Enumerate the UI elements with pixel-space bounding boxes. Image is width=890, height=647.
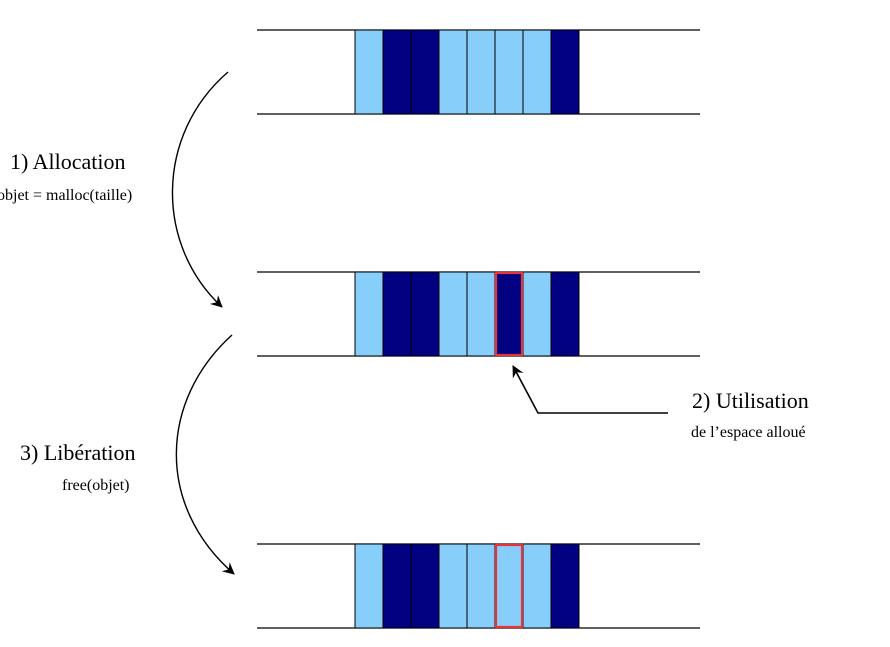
memory-cell-free bbox=[354, 29, 384, 115]
memory-cell-free bbox=[522, 271, 552, 357]
memory-cell-free bbox=[354, 271, 384, 357]
memory-cell-used bbox=[382, 271, 412, 357]
memory-cell-free bbox=[438, 271, 468, 357]
memory-cell-free bbox=[466, 271, 496, 357]
allocation-title: 1) Allocation bbox=[10, 149, 125, 174]
memory-cell-free bbox=[438, 543, 468, 629]
memory-cell-used bbox=[410, 29, 440, 115]
allocation-code: objet = malloc(taille) bbox=[0, 187, 132, 204]
allocation-arrow bbox=[171, 71, 229, 308]
allocated-cell-highlight bbox=[494, 543, 524, 629]
memory-cell-used bbox=[382, 29, 412, 115]
memory-cell-used bbox=[410, 271, 440, 357]
memory-cell-free bbox=[522, 29, 552, 115]
utilisation-detail: de l’espace alloué bbox=[691, 424, 806, 441]
memory-cell-used bbox=[382, 543, 412, 629]
memory-cell-free bbox=[438, 29, 468, 115]
memory-state-initial bbox=[257, 29, 700, 115]
utilisation-title: 2) Utilisation bbox=[692, 388, 809, 413]
memory-cell-free bbox=[466, 543, 496, 629]
memory-cell-used bbox=[550, 29, 580, 115]
memory-cell-free bbox=[494, 543, 524, 629]
memory-state-freed bbox=[257, 543, 700, 629]
utilisation-pointer-arrow bbox=[512, 365, 668, 414]
memory-state-allocated bbox=[257, 271, 700, 357]
allocated-cell-highlight bbox=[494, 271, 524, 357]
memory-cell-free bbox=[466, 29, 496, 115]
memory-cell-used bbox=[410, 543, 440, 629]
memory-cell-free bbox=[522, 543, 552, 629]
memory-cell-used bbox=[550, 543, 580, 629]
liberation-arrow bbox=[175, 334, 235, 575]
memory-cell-free bbox=[494, 29, 524, 115]
liberation-title: 3) Libération bbox=[20, 440, 135, 465]
memory-cell-free bbox=[354, 543, 384, 629]
memory-cell-used bbox=[550, 271, 580, 357]
liberation-code: free(objet) bbox=[62, 477, 130, 494]
memory-cell-used bbox=[494, 271, 524, 357]
